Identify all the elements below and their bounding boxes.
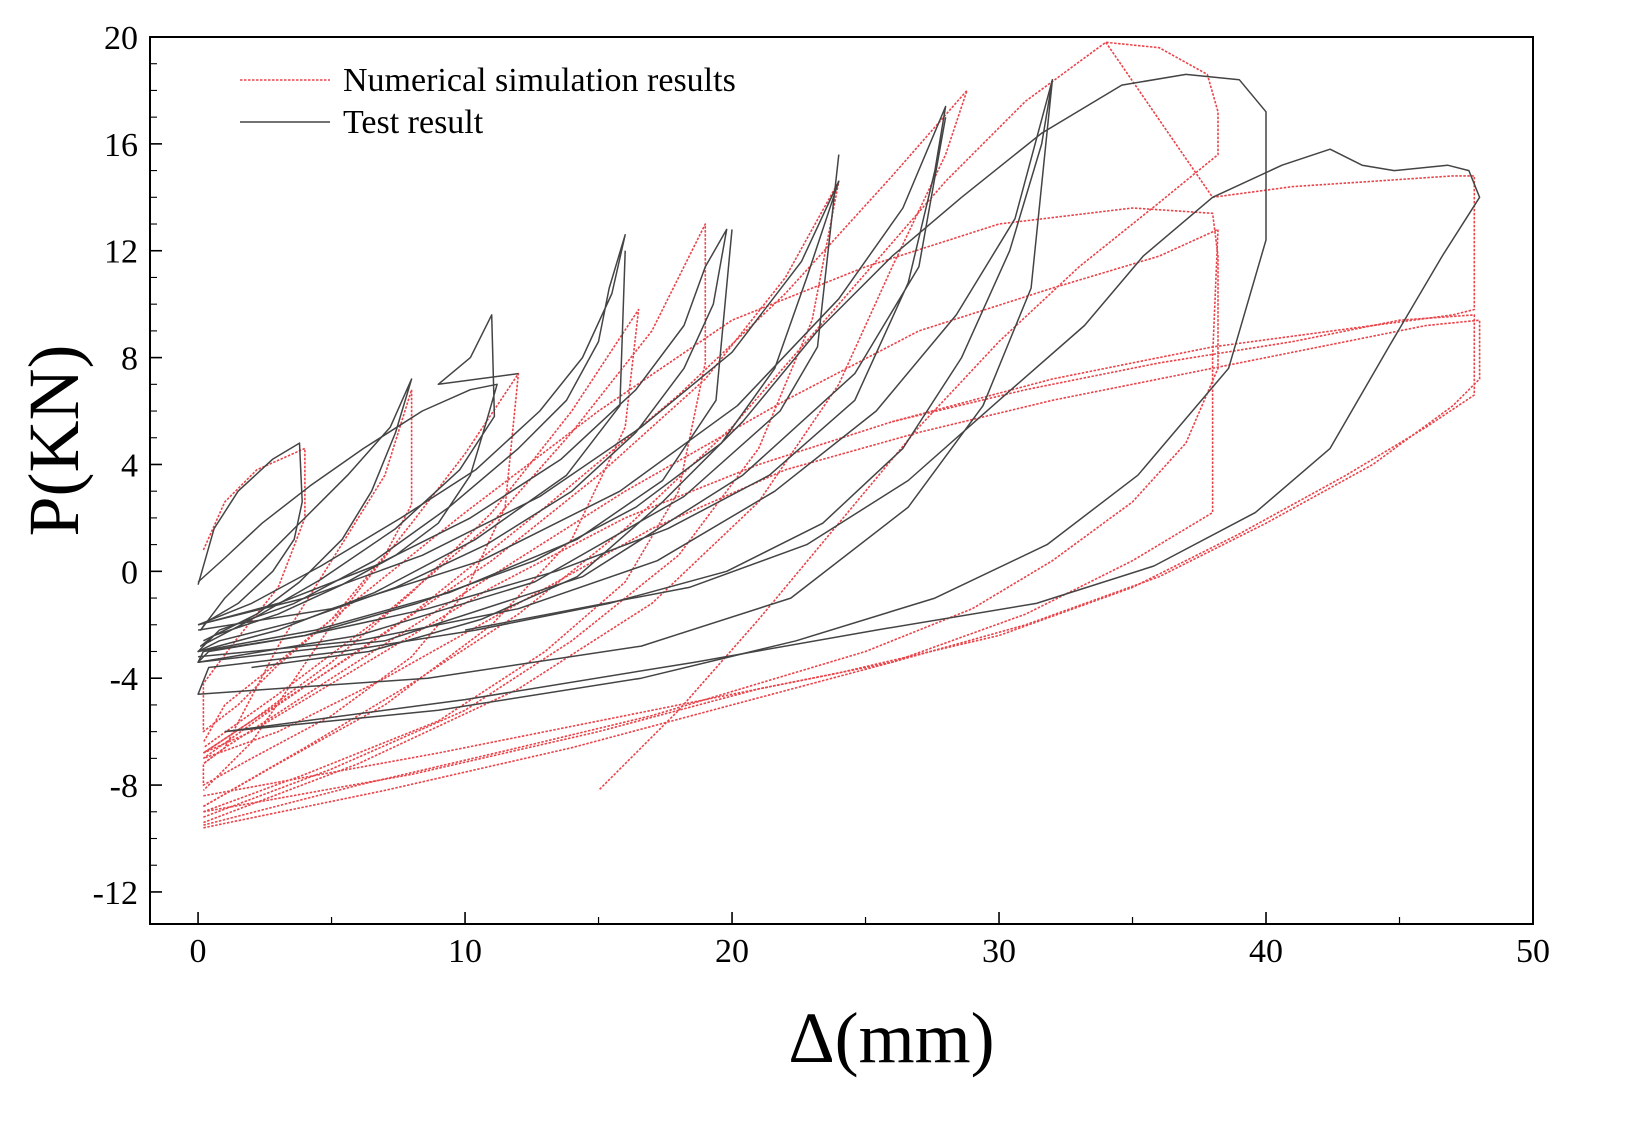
series-layer: [197, 41, 1481, 829]
y-tick-label: -12: [93, 875, 138, 912]
series-0: [202, 41, 1481, 829]
x-tick-label: 20: [715, 933, 749, 970]
y-tick-label: 0: [121, 554, 138, 591]
y-axis-title: P(KN): [14, 345, 94, 537]
legend-label-numerical: Numerical simulation results: [343, 62, 736, 99]
x-tick-label: 30: [982, 933, 1016, 970]
test-loop-7: [224, 73, 1267, 733]
y-tick-label: -8: [110, 768, 138, 805]
ticks-layer: 0 10 20 30 40 50 -12 -8 -4 0 4 8 12 16 20: [93, 20, 1550, 970]
x-axis-title: Δ(mm): [788, 998, 994, 1078]
x-tick-label: 0: [190, 933, 207, 970]
test-loop-0: [197, 378, 413, 642]
y-tick-label: 8: [121, 341, 138, 378]
numerical-loop-5: [202, 207, 1219, 826]
numerical-loop-9: [202, 41, 1219, 808]
legend: Numerical simulation results Test result: [240, 62, 736, 141]
y-tick-label: 12: [104, 234, 138, 271]
numerical-loop-0: [202, 372, 520, 791]
legend-label-test: Test result: [343, 104, 484, 141]
test-loop-2: [197, 233, 626, 653]
y-tick-label: 16: [104, 127, 138, 164]
series-1: [197, 73, 1481, 733]
numerical-loop-4: [202, 89, 968, 824]
numerical-loop-1: [202, 308, 640, 808]
y-tick-label: -4: [110, 661, 138, 698]
test-loop-4: [197, 154, 840, 663]
test-loop-8: [224, 148, 1481, 733]
test-loop-6: [197, 78, 1054, 695]
y-tick-label: 4: [121, 447, 138, 484]
test-loop-5: [197, 105, 947, 663]
plot-frame: [149, 36, 1534, 925]
numerical-loop-8: [203, 314, 1476, 797]
x-tick-label: 10: [448, 933, 482, 970]
x-tick-label: 50: [1516, 933, 1550, 970]
y-tick-label: 20: [104, 20, 138, 57]
numerical-loop-2: [202, 223, 707, 813]
numerical-loop-10: [891, 41, 1476, 423]
x-tick-label: 40: [1249, 933, 1283, 970]
